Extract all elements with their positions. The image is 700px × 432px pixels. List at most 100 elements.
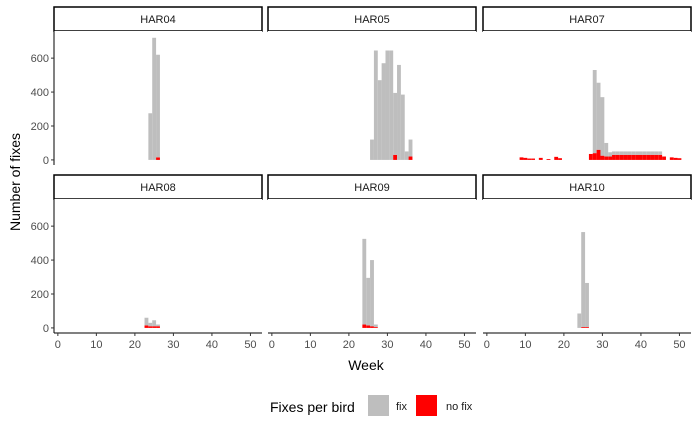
bar-nofix-har07-w9 <box>519 157 524 160</box>
bar-nofix-har10-w26 <box>585 327 589 328</box>
bar-nofix-har05-w36 <box>408 156 413 160</box>
bar-nofix-har07-w40 <box>639 154 643 160</box>
bar-fix-har07-w33 <box>612 151 616 155</box>
bar-fix-har10-w24 <box>577 313 582 328</box>
bar-fix-har05-w32 <box>393 92 398 155</box>
x-tick-label-har09-50: 50 <box>458 339 470 351</box>
bar-fix-har08-w24 <box>148 322 153 327</box>
x-tick-label-har08-40: 40 <box>206 339 218 351</box>
bar-nofix-har05-w32 <box>393 154 398 160</box>
y-tick-label-har04-400: 400 <box>31 87 49 99</box>
x-tick-label-har10-40: 40 <box>635 339 647 351</box>
bar-nofix-har07-w14 <box>538 157 543 160</box>
bar-nofix-har07-w36 <box>623 154 628 160</box>
bar-fix-har07-w30 <box>600 97 605 156</box>
x-tick-label-har10-10: 10 <box>519 339 531 351</box>
bar-nofix-har07-w12 <box>531 158 535 160</box>
bar-nofix-har07-w38 <box>631 154 636 160</box>
facet-strips: HAR04 HAR05 HAR07 HAR08 HAR09 HAR10 <box>53 6 692 200</box>
bar-nofix-har07-w49 <box>673 157 678 160</box>
bar-nofix-har07-w42 <box>646 154 651 160</box>
bar-nofix-har07-w34 <box>615 154 620 160</box>
bar-nofix-har07-w37 <box>627 154 632 160</box>
bar-fix-har09-w27 <box>373 324 378 328</box>
x-tick-label-har10-50: 50 <box>673 339 685 351</box>
bar-nofix-har07-w41 <box>642 154 647 160</box>
bar-nofix-har07-w31 <box>604 156 609 160</box>
facet-strip-har08 <box>53 174 263 200</box>
x-tick-label-har09-20: 20 <box>343 339 355 351</box>
bar-fix-har05-w36 <box>408 139 413 157</box>
bar-fix-har05-w30 <box>385 50 390 160</box>
bar-nofix-har08-w24 <box>148 326 153 328</box>
bar-nofix-har07-w10 <box>523 157 528 160</box>
facet-label-har09: HAR09 <box>354 182 389 194</box>
bar-nofix-har07-w50 <box>677 158 682 160</box>
bar-nofix-har07-w11 <box>527 158 532 160</box>
x-tick-label-har09-10: 10 <box>304 339 316 351</box>
bar-fix-har07-w38 <box>631 151 636 155</box>
bar-nofix-har07-w29 <box>596 149 601 160</box>
bar-fix-har05-w29 <box>381 63 386 160</box>
bar-fix-har05-w33 <box>397 64 401 160</box>
bar-fix-har07-w37 <box>627 151 632 155</box>
bar-fix-har10-w26 <box>585 282 589 328</box>
x-tick-label-har08-30: 30 <box>167 339 179 351</box>
bar-fix-har09-w26 <box>370 260 374 327</box>
bar-fix-har07-w45 <box>658 151 663 155</box>
bar-fix-har05-w27 <box>373 50 378 160</box>
bar-fix-har08-w23 <box>144 317 149 326</box>
bar-nofix-har08-w26 <box>156 326 160 328</box>
bar-nofix-har10-w25 <box>581 327 586 328</box>
bar-fix-har07-w39 <box>635 151 639 155</box>
bar-fix-har05-w26 <box>370 139 374 160</box>
bar-nofix-har07-w33 <box>612 154 616 160</box>
facet-strip-har04 <box>53 6 263 32</box>
bar-fix-har07-w44 <box>654 151 659 155</box>
bar-fix-har10-w25 <box>581 232 586 328</box>
x-tick-label-har08-0: 0 <box>55 339 61 351</box>
bar-fix-har07-w35 <box>619 151 624 155</box>
bar-nofix-har07-w16 <box>546 159 551 160</box>
bar-fix-har07-w41 <box>642 151 647 155</box>
x-tick-label-har09-0: 0 <box>269 339 275 351</box>
facet-strip-har10 <box>482 174 692 200</box>
x-tick-label-har09-30: 30 <box>381 339 393 351</box>
legend-label-nofix: no fix <box>446 401 473 413</box>
y-tick-label-har04-600: 600 <box>31 53 49 65</box>
legend-title: Fixes per bird <box>270 399 355 415</box>
bar-nofix-har07-w43 <box>650 154 655 160</box>
bar-nofix-har07-w32 <box>608 156 613 160</box>
x-tick-label-har08-20: 20 <box>129 339 141 351</box>
bar-nofix-har09-w27 <box>373 327 378 328</box>
bar-nofix-har07-w46 <box>662 156 666 160</box>
x-tick-label-har09-40: 40 <box>420 339 432 351</box>
bar-fix-har07-w40 <box>639 151 643 155</box>
legend-swatch-nofix <box>416 395 437 416</box>
chart-bars <box>144 37 682 328</box>
y-axis-title: Number of fixes <box>7 133 23 231</box>
bar-fix-har07-w36 <box>623 151 628 155</box>
bar-nofix-har09-w24 <box>362 324 367 328</box>
bar-fix-har08-w26 <box>156 324 160 327</box>
legend-label-fix: fix <box>396 401 408 413</box>
facet-label-har05: HAR05 <box>354 14 389 26</box>
facet-panel-har07 <box>483 31 691 165</box>
x-tick-label-har10-0: 0 <box>484 339 490 351</box>
bar-fix-har05-w28 <box>377 80 382 160</box>
bar-fix-har07-w34 <box>615 151 620 155</box>
bar-nofix-har09-w26 <box>370 326 374 328</box>
facet-panel-har08 <box>54 199 262 333</box>
facet-label-har04: HAR04 <box>140 14 175 26</box>
bar-fix-har07-w42 <box>646 151 651 155</box>
bar-fix-har07-w43 <box>650 151 655 155</box>
facet-label-har07: HAR07 <box>569 14 604 26</box>
y-tick-label-har04-0: 0 <box>43 155 49 167</box>
y-tick-label-har08-600: 600 <box>31 221 49 233</box>
y-tick-label-har04-200: 200 <box>31 121 49 133</box>
bar-fix-har07-w31 <box>604 142 609 157</box>
bar-nofix-har08-w25 <box>152 326 157 328</box>
bar-nofix-har07-w28 <box>592 153 597 160</box>
